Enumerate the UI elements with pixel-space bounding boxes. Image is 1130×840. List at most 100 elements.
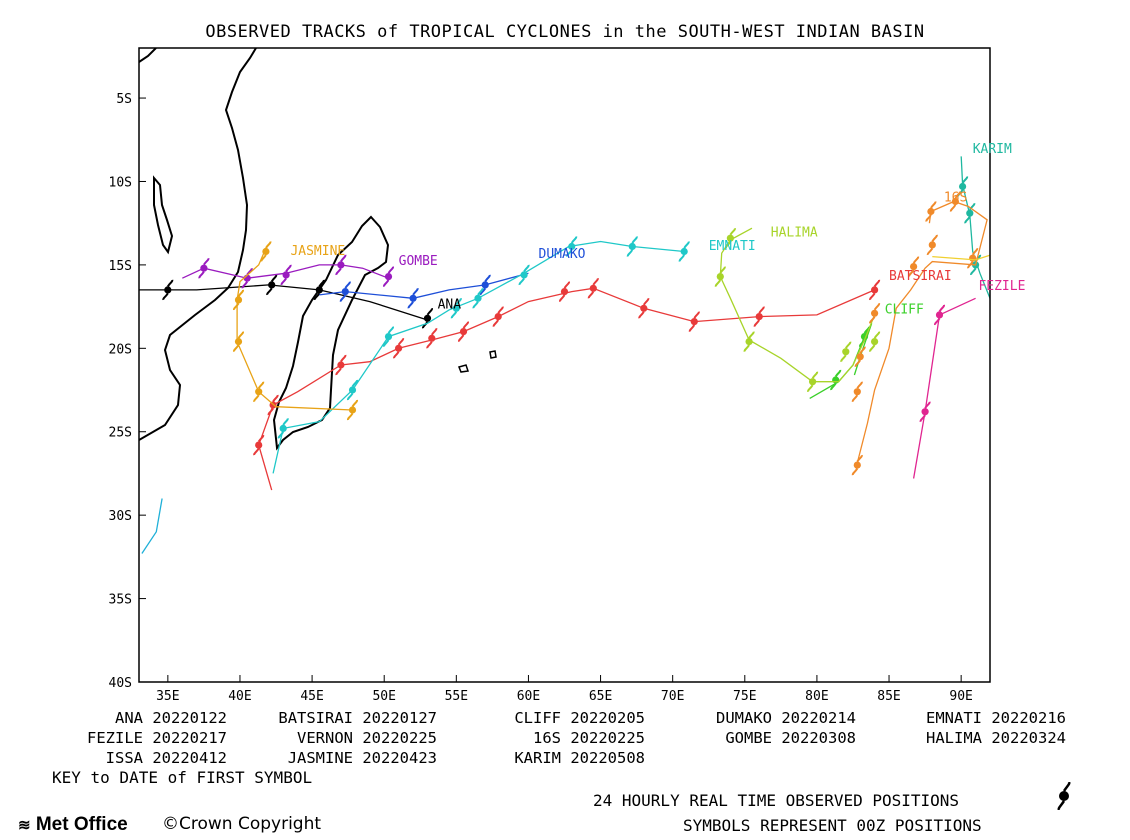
key-entry-ana: ANA 20220122 — [115, 709, 227, 727]
cyclone-symbol-icon — [626, 236, 638, 257]
cyclone-symbol-icon — [339, 281, 351, 302]
key-entry-gombe: GOMBE 20220308 — [725, 729, 856, 747]
cyclone-symbol-icon — [908, 256, 920, 277]
storm-labels: JASMINE GOMBE ANA DUMAKO EMNATI HALIMA KARIM 16… — [290, 142, 1025, 317]
y-tick-label: 25S — [109, 426, 132, 441]
logo-text: Met Office — [35, 814, 128, 835]
track-line — [855, 200, 988, 469]
axes: 35E 40E 45E 50E 55E 60E 65E 70E 75E 80E 85E 90E 5S 10… — [109, 92, 973, 704]
storm-label-dumako: DUMAKO — [539, 247, 586, 262]
cyclone-symbol-icon — [450, 298, 462, 319]
x-tick-label: 45E — [300, 689, 323, 704]
cyclone-symbol-icon — [313, 279, 325, 301]
cyclone-symbol-icon — [253, 381, 265, 402]
cyclone-symbol-icon — [926, 234, 938, 256]
track-line — [236, 247, 353, 411]
cyclone-symbol-icon — [724, 227, 736, 249]
cyclone-symbol-icon — [587, 278, 599, 299]
x-tick-label: 65E — [589, 689, 612, 704]
cyclone-symbol-icon — [1057, 782, 1071, 810]
cyclone-symbol-icon — [807, 371, 819, 392]
island-mauritius — [489, 350, 497, 359]
cyclone-track-map: 35E 40E 45E 50E 55E 60E 65E 70E 75E 80E 85E 90E 5S 10… — [109, 47, 1025, 704]
storm-label-batsirai: BATSIRAI — [889, 269, 952, 284]
track-emnati — [272, 236, 690, 474]
cyclone-symbol-icon — [638, 298, 650, 319]
y-tick-label: 40S — [109, 676, 132, 691]
cyclone-symbol-icon — [851, 454, 863, 476]
cyclone-symbol-icon — [162, 279, 174, 301]
copyright-notice: ©Crown Copyright — [162, 814, 322, 834]
cyclone-symbol-icon — [266, 274, 278, 296]
cyclone-symbol-icon — [335, 354, 347, 376]
cyclone-symbol-icon — [421, 308, 434, 329]
x-tick-label: 85E — [877, 689, 900, 704]
track-fezile — [912, 297, 976, 479]
key-title: KEY to DATE of FIRST SYMBOL — [52, 768, 313, 787]
cyclone-symbol-icon — [518, 264, 530, 286]
key-entry-emnati: EMNATI 20220216 — [926, 709, 1066, 727]
met-office-logo: ≋ Met Office — [18, 814, 128, 835]
cyclone-symbol-icon — [851, 381, 863, 402]
track-dumako — [319, 272, 529, 309]
cyclone-symbol-icon — [830, 369, 842, 391]
cyclone-symbol-icon — [346, 399, 359, 421]
x-tick-label: 70E — [661, 689, 684, 704]
cyclone-symbol-icon — [393, 338, 405, 359]
cyclone-symbol-icon — [933, 304, 946, 326]
track-halima — [714, 227, 881, 392]
y-tick-label: 10S — [109, 175, 132, 190]
cyclone-symbol-icon — [925, 201, 937, 222]
track-line — [139, 284, 428, 321]
key-entry-cliff: CLIFF 20220205 — [514, 709, 645, 727]
cyclone-symbol-icon — [919, 401, 931, 422]
storm-label-jasmine: JASMINE — [290, 244, 345, 259]
coastline-segment — [139, 48, 157, 63]
cyclone-symbol-icon — [457, 321, 470, 342]
track-line — [719, 227, 876, 383]
track-line — [912, 297, 976, 479]
key-entry-halima: HALIMA 20220324 — [926, 729, 1066, 747]
island-reunion — [457, 364, 469, 373]
cyclone-symbol-icon — [472, 288, 484, 309]
cyclone-symbol-icon — [335, 254, 347, 276]
coastline-segment — [139, 48, 257, 441]
track-ana — [139, 274, 434, 329]
cyclone-symbol-icon — [854, 346, 866, 367]
y-tick-label: 30S — [109, 509, 132, 524]
cyclone-symbol-icon — [688, 311, 700, 332]
key-entry-jasmine: JASMINE 20220423 — [287, 749, 437, 767]
cyclone-symbol-icon — [346, 379, 359, 401]
storm-label-gombe: GOMBE — [399, 254, 438, 269]
key-entry-batsirai: BATSIRAI 20220127 — [278, 709, 437, 727]
cyclone-symbol-icon — [840, 341, 852, 362]
plot-frame — [138, 47, 991, 683]
x-tick-label: 80E — [805, 689, 828, 704]
cyclone-symbol-icon — [232, 289, 245, 311]
storm-label-ana: ANA — [438, 297, 462, 312]
cyclone-symbol-icon — [492, 306, 504, 327]
track-line — [182, 264, 389, 279]
cyclone-symbol-icon — [869, 331, 881, 352]
x-tick-label: 50E — [372, 689, 395, 704]
y-tick-label: 15S — [109, 259, 132, 274]
chart-title: OBSERVED TRACKS of TROPICAL CYCLONES in … — [205, 22, 925, 42]
cyclone-symbol-icon — [407, 288, 419, 309]
cyclone-symbol-icon — [382, 326, 395, 347]
storm-label-halima: HALIMA — [771, 226, 818, 241]
coastline-segment — [153, 175, 174, 255]
cyclone-symbol-icon — [566, 236, 578, 257]
track-gombe — [182, 254, 395, 289]
cyclone-symbol-icon — [743, 331, 755, 352]
cyclone-symbol-icon — [678, 241, 690, 262]
x-tick-label: 55E — [445, 689, 468, 704]
x-tick-label: 60E — [517, 689, 540, 704]
track-line — [319, 272, 529, 299]
cyclone-symbol-icon — [479, 274, 491, 296]
cyclone-symbol-icon — [753, 306, 765, 327]
cyclone-symbol-icon — [869, 279, 881, 301]
key-entry-karim: KARIM 20220508 — [514, 749, 645, 767]
cyclone-symbol-icon — [426, 328, 438, 349]
cyclone-symbol-icon — [253, 434, 265, 456]
storm-label-16s: 16S — [944, 190, 967, 205]
